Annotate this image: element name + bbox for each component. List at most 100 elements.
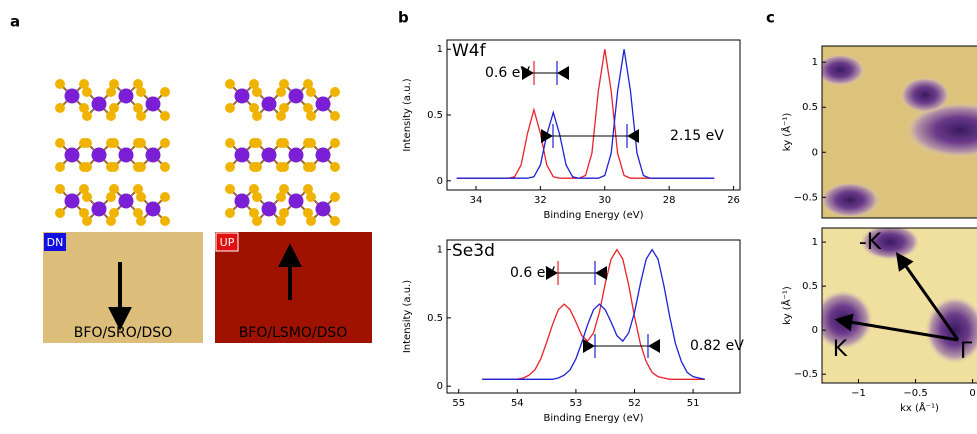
arrowhead	[522, 66, 534, 80]
atom	[330, 216, 340, 226]
x-tick-label: 55	[452, 398, 465, 409]
atom	[64, 147, 80, 163]
atom	[82, 192, 92, 202]
y-tick-label: 0.5	[427, 110, 443, 121]
atom	[109, 162, 119, 172]
atom	[133, 184, 143, 194]
tag: UP	[220, 236, 235, 249]
atom	[261, 201, 277, 217]
atom	[136, 111, 146, 121]
atom	[306, 162, 316, 172]
atom	[109, 103, 119, 113]
atom	[109, 79, 119, 89]
atom	[330, 162, 340, 172]
y-tick-label: 0.5	[802, 281, 818, 292]
atom	[252, 216, 262, 226]
atom	[252, 162, 262, 172]
chart-title: W4f	[452, 41, 487, 61]
y-tick-label: 0	[812, 325, 818, 336]
atom	[303, 184, 313, 194]
x-tick-label: 0	[969, 388, 975, 399]
atom	[279, 79, 289, 89]
atom	[55, 79, 65, 89]
arrowhead	[583, 339, 595, 353]
atom	[91, 96, 107, 112]
atom	[82, 111, 92, 121]
atom	[315, 96, 331, 112]
atom	[106, 111, 116, 121]
atom	[109, 138, 119, 148]
atom	[79, 103, 89, 113]
annotation: 2.15 eV	[670, 128, 724, 144]
atom	[55, 162, 65, 172]
atom	[118, 88, 134, 104]
atom	[136, 216, 146, 226]
atom	[145, 96, 161, 112]
x-axis-label: Binding Energy (eV)	[544, 210, 644, 221]
atom	[136, 162, 146, 172]
atom	[82, 162, 92, 172]
atom	[279, 208, 289, 218]
k-arrow	[834, 313, 959, 342]
atom	[330, 111, 340, 121]
sample-label: BFO/SRO/DSO	[74, 325, 172, 341]
atom	[276, 216, 286, 226]
atom	[249, 103, 259, 113]
atom	[261, 147, 277, 163]
annotation: Γ	[960, 339, 973, 364]
annotation: K	[833, 337, 848, 362]
atom	[330, 192, 340, 202]
atom	[303, 79, 313, 89]
atom	[160, 192, 170, 202]
atom	[133, 208, 143, 218]
atom	[249, 208, 259, 218]
atom	[106, 192, 116, 202]
panel-label: a	[10, 13, 20, 31]
y-tick-label: 1	[812, 237, 818, 248]
atom	[276, 192, 286, 202]
arrowhead	[541, 129, 553, 143]
y-tick-label: −0.5	[794, 369, 818, 380]
tag: DN	[47, 236, 64, 249]
atom	[136, 192, 146, 202]
x-tick-label: 51	[687, 398, 700, 409]
atom	[288, 193, 304, 209]
atom	[288, 147, 304, 163]
atom	[82, 138, 92, 148]
x-tick-label: 52	[628, 398, 641, 409]
atom	[279, 162, 289, 172]
atom	[303, 103, 313, 113]
atom	[64, 88, 80, 104]
x-tick-label: 53	[570, 398, 583, 409]
atom	[225, 208, 235, 218]
atom	[160, 216, 170, 226]
intensity-blob	[860, 228, 920, 260]
atom	[136, 138, 146, 148]
atom	[252, 111, 262, 121]
y-tick-label: 1	[437, 245, 443, 256]
y-tick-label: 0.5	[802, 102, 818, 113]
atom	[252, 87, 262, 97]
panel-label: c	[766, 9, 775, 27]
arrowhead	[557, 66, 569, 80]
atom	[91, 201, 107, 217]
x-axis-label: Binding Energy (eV)	[544, 413, 644, 424]
series-line	[482, 248, 705, 380]
atom	[252, 192, 262, 202]
atom	[160, 111, 170, 121]
arpes-map	[822, 46, 977, 218]
atom	[225, 138, 235, 148]
y-axis-label: Intensity (a.u.)	[402, 280, 413, 353]
x-tick-label: 28	[663, 195, 676, 206]
atom	[82, 216, 92, 226]
y-tick-label: 0	[812, 147, 818, 158]
annotation: 0.82 eV	[690, 338, 744, 354]
atom	[91, 147, 107, 163]
atom	[225, 184, 235, 194]
intensity-blob	[905, 102, 977, 158]
panel-label: b	[398, 9, 409, 27]
x-tick-label: 54	[511, 398, 524, 409]
k-arrow	[895, 252, 960, 341]
